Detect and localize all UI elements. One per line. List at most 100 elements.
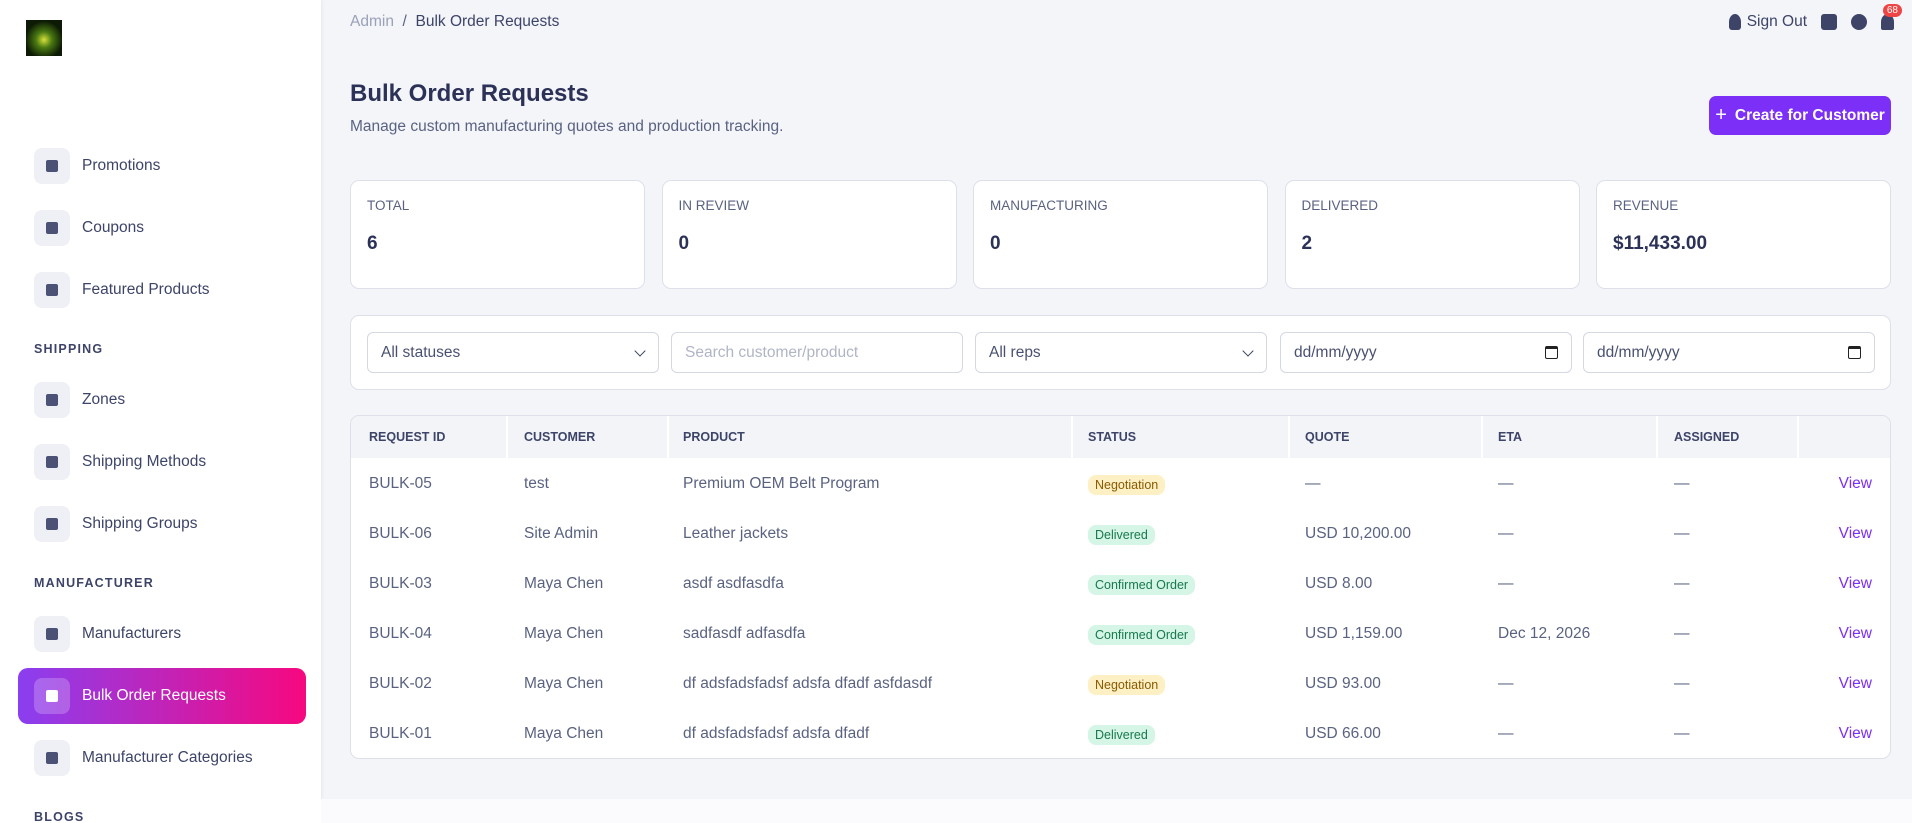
logo[interactable] [26, 20, 62, 56]
nav-item[interactable]: Coupons [0, 197, 321, 259]
nav-label[interactable]: Manufacturers [82, 625, 182, 642]
date-from-placeholder[interactable]: dd/mm/yyyy [1294, 344, 1377, 361]
nav-icon [34, 616, 70, 652]
search-placeholder[interactable]: Search customer/product [685, 344, 859, 361]
cell-quote: USD 93.00 [1305, 675, 1381, 692]
view-link[interactable]: View [1838, 625, 1872, 642]
stat-card: DELIVERED 2 [1284, 180, 1580, 289]
stat-card: MANUFACTURING 0 [973, 180, 1268, 289]
column-header[interactable]: ASSIGNED [1674, 430, 1740, 444]
create-button[interactable]: + Create for Customer [1709, 96, 1891, 135]
nav-icon [34, 148, 70, 184]
stat-value: 0 [990, 233, 1001, 254]
create-button-label[interactable]: Create for Customer [1734, 106, 1885, 124]
nav-item[interactable]: Shipping Methods [0, 431, 321, 493]
status-badge: Confirmed Order [1088, 625, 1196, 645]
nav-section-title: SHIPPING [34, 342, 104, 356]
cell-assigned: — [1674, 625, 1690, 642]
cell-customer: Site Admin [524, 525, 599, 542]
nav-item[interactable]: Manufacturer Categories [0, 727, 321, 789]
nav-icon [34, 272, 70, 308]
sign-out-label[interactable]: Sign Out [1746, 13, 1807, 30]
nav-item[interactable]: Bulk Order Requests [0, 665, 321, 727]
home-icon[interactable] [1821, 14, 1837, 30]
column-separator [1288, 416, 1290, 458]
breadcrumb: Admin / Bulk Order Requests [350, 13, 560, 30]
status-select-value[interactable]: All statuses [381, 344, 461, 361]
search-input[interactable]: Search customer/product [671, 332, 963, 373]
nav-label[interactable]: Bulk Order Requests [82, 687, 226, 704]
column-header[interactable]: QUOTE [1305, 430, 1350, 444]
stat-value: 6 [367, 233, 378, 254]
stat-card: REVENUE $11,433.00 [1596, 180, 1891, 289]
column-header[interactable]: STATUS [1088, 430, 1137, 444]
date-from[interactable]: dd/mm/yyyy [1280, 332, 1572, 373]
cell-customer: Maya Chen [524, 575, 604, 592]
breadcrumb-current: Bulk Order Requests [415, 13, 560, 30]
column-header[interactable]: CUSTOMER [524, 430, 596, 444]
page-subtitle: Manage custom manufacturing quotes and p… [350, 118, 784, 135]
view-link[interactable]: View [1838, 675, 1872, 692]
view-link[interactable]: View [1838, 475, 1872, 492]
breadcrumb-link[interactable]: Admin [350, 13, 394, 30]
status-select[interactable]: All statuses [367, 332, 659, 373]
cell-quote: USD 1,159.00 [1305, 625, 1403, 642]
status-badge: Negotiation [1088, 475, 1166, 495]
cell-product: asdf asdfasdfa [683, 575, 784, 592]
sidebar: Promotions Coupons Featured Products SHIPPI… [0, 0, 321, 823]
filters: All statuses Search customer/product All… [350, 315, 1891, 390]
cell-id: BULK-01 [369, 725, 432, 742]
view-link[interactable]: View [1838, 525, 1872, 542]
cell-customer: test [524, 475, 549, 492]
nav-section: BLOGS [0, 789, 321, 823]
cell-customer: Maya Chen [524, 625, 604, 642]
nav-item[interactable]: Zones [0, 369, 321, 431]
stat-label: IN REVIEW [678, 198, 750, 213]
nav: Promotions Coupons Featured Products SHIPPI… [0, 135, 321, 823]
view-link[interactable]: View [1838, 575, 1872, 592]
reps-select[interactable]: All reps [975, 332, 1267, 373]
nav-label[interactable]: Promotions [82, 157, 161, 174]
column-separator [1797, 416, 1799, 458]
cell-eta: — [1498, 575, 1514, 592]
nav-label[interactable]: Shipping Methods [82, 453, 207, 470]
date-to[interactable]: dd/mm/yyyy [1583, 332, 1875, 373]
notifications-icon[interactable]: 68 [1881, 4, 1902, 30]
nav-label[interactable]: Coupons [82, 219, 145, 236]
nav-item[interactable]: Manufacturers [0, 603, 321, 665]
column-header[interactable]: ETA [1498, 430, 1523, 444]
cell-assigned: — [1674, 725, 1690, 742]
cell-assigned: — [1674, 475, 1690, 492]
column-separator [1656, 416, 1658, 458]
stat-label: REVENUE [1613, 198, 1679, 213]
nav-section: SHIPPING [0, 321, 321, 369]
stat-card: TOTAL 6 [350, 180, 645, 289]
cell-assigned: — [1674, 575, 1690, 592]
nav-icon [34, 382, 70, 418]
view-link[interactable]: View [1838, 725, 1872, 742]
footer-strip [321, 799, 1912, 823]
cell-id: BULK-06 [369, 525, 432, 542]
reps-select-value[interactable]: All reps [989, 344, 1041, 361]
date-to-placeholder[interactable]: dd/mm/yyyy [1597, 344, 1680, 361]
settings-icon[interactable] [1851, 14, 1867, 30]
nav-icon [34, 506, 70, 542]
nav-item[interactable]: Featured Products [0, 259, 321, 321]
column-header[interactable]: PRODUCT [683, 430, 745, 444]
nav-item[interactable]: Shipping Groups [0, 493, 321, 555]
status-badge: Confirmed Order [1088, 575, 1196, 595]
column-header[interactable]: REQUEST ID [369, 430, 446, 444]
cell-eta: — [1498, 475, 1514, 492]
nav-item[interactable]: Promotions [0, 135, 321, 197]
nav-label[interactable]: Zones [82, 391, 126, 408]
stat-label: TOTAL [367, 198, 410, 213]
cell-assigned: — [1674, 675, 1690, 692]
nav-label[interactable]: Shipping Groups [82, 515, 198, 532]
nav-label[interactable]: Featured Products [82, 281, 210, 298]
nav-section-title: MANUFACTURER [34, 576, 154, 590]
nav-label[interactable]: Manufacturer Categories [82, 749, 253, 766]
topbar: Sign Out 68 [1728, 4, 1902, 34]
cell-id: BULK-04 [369, 625, 432, 642]
sign-out[interactable]: Sign Out [1728, 13, 1807, 31]
